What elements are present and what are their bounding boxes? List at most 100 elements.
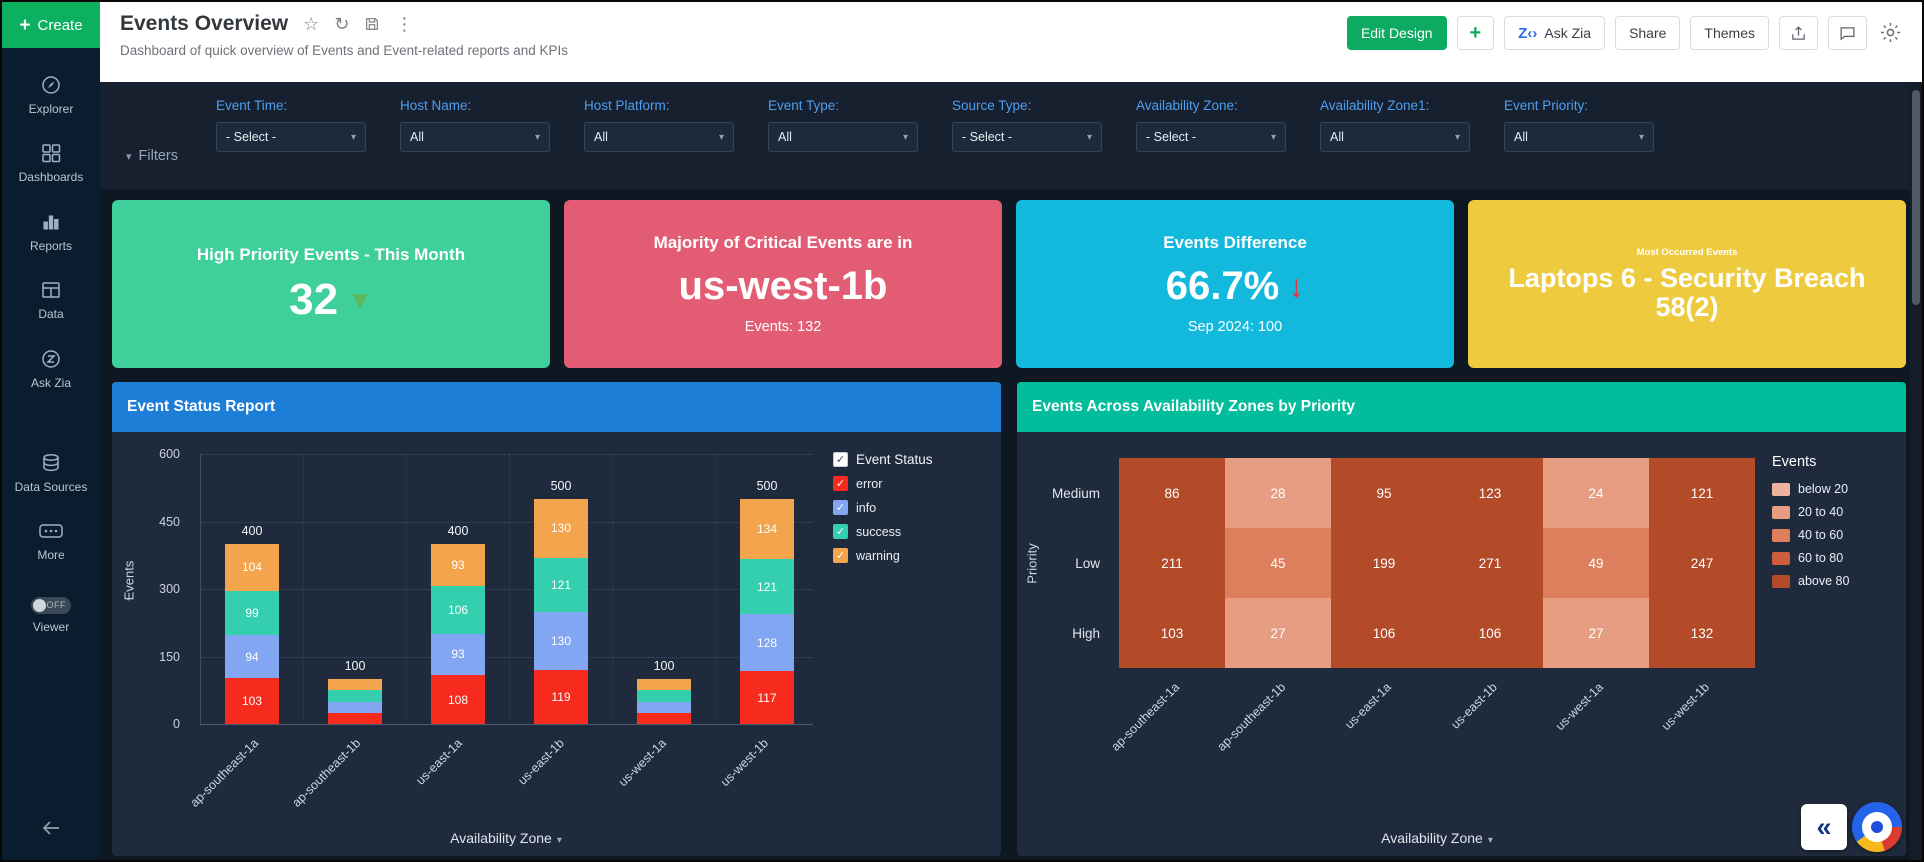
legend-item-error[interactable]: ✓ error [833, 476, 983, 491]
filter-select-host-platform[interactable]: All ▾ [584, 122, 735, 152]
bar-segment-warning[interactable]: 93 [431, 544, 485, 586]
heatmap-cell[interactable]: 106 [1437, 598, 1543, 668]
heatmap-cell[interactable]: 49 [1543, 528, 1649, 598]
bar-segment-info[interactable]: 128 [740, 613, 794, 672]
heatmap-cell[interactable]: 247 [1649, 528, 1755, 598]
bar-segment-warning[interactable]: 104 [225, 544, 279, 591]
heatmap-legend-item[interactable]: 40 to 60 [1772, 528, 1890, 542]
filter-select-source-type[interactable]: - Select - ▾ [952, 122, 1103, 152]
filter-select-availability-zone1[interactable]: All ▾ [1320, 122, 1471, 152]
sidebar-collapse-button[interactable] [40, 817, 62, 844]
bar-segment-warning[interactable] [328, 679, 382, 691]
bar-segment-success[interactable]: 99 [225, 590, 279, 636]
add-widget-button[interactable]: + [1456, 16, 1495, 50]
bar-segment-error[interactable] [637, 712, 691, 724]
stacked-bar[interactable]: 108 93 106 93 [431, 544, 485, 724]
stacked-bar[interactable]: 103 94 99 104 [225, 544, 279, 724]
sidebar-item-ask-zia[interactable]: Ask Zia [2, 348, 100, 390]
scrollbar-thumb[interactable] [1912, 90, 1920, 305]
bar-segment-success[interactable]: 106 [431, 585, 485, 634]
x-axis-title[interactable]: Availability Zone ▾ [1381, 830, 1493, 846]
heatmap-cell[interactable]: 121 [1649, 458, 1755, 528]
viewer-toggle[interactable]: OFF [31, 596, 71, 614]
heatmap-cell[interactable]: 123 [1437, 458, 1543, 528]
export-button[interactable] [1779, 16, 1818, 50]
stacked-bar[interactable]: 117 128 121 134 [740, 499, 794, 724]
bar-segment-success[interactable] [328, 690, 382, 702]
heatmap-cell[interactable]: 27 [1225, 598, 1331, 668]
stacked-bar[interactable]: 119 130 121 130 [534, 499, 588, 724]
sidebar-item-reports[interactable]: Reports [2, 211, 100, 253]
refresh-icon[interactable]: ↻ [334, 14, 350, 34]
share-button[interactable]: Share [1615, 16, 1681, 50]
legend-checkbox-success[interactable]: ✓ [833, 524, 848, 539]
bar-segment-error[interactable]: 103 [225, 677, 279, 724]
heatmap-cell[interactable]: 271 [1437, 528, 1543, 598]
bar-segment-error[interactable]: 108 [431, 675, 485, 724]
bar-segment-info[interactable]: 93 [431, 633, 485, 676]
heatmap-cell[interactable]: 86 [1119, 458, 1225, 528]
bar-segment-warning[interactable]: 130 [534, 499, 588, 558]
kpi-card-3[interactable]: Most Occurred Events Laptops 6 - Securit… [1468, 200, 1906, 368]
heatmap-cell[interactable]: 95 [1331, 458, 1437, 528]
bar-segment-success[interactable]: 121 [740, 559, 794, 614]
ask-zia-button[interactable]: Z‹› Ask Zia [1504, 16, 1606, 50]
kpi-card-2[interactable]: Events Difference 66.7% ↓ Sep 2024: 100 [1016, 200, 1454, 368]
sidebar-item-more[interactable]: More [2, 520, 100, 562]
bar-segment-success[interactable] [637, 690, 691, 702]
expand-panel-button[interactable]: « [1801, 804, 1847, 850]
sidebar-item-dashboards[interactable]: Dashboards [2, 142, 100, 184]
heatmap-legend-item[interactable]: 60 to 80 [1772, 551, 1890, 565]
stacked-bar[interactable] [637, 679, 691, 724]
heatmap-cell[interactable]: 24 [1543, 458, 1649, 528]
filter-select-host-name[interactable]: All ▾ [400, 122, 551, 152]
sidebar-item-explorer[interactable]: Explorer [2, 74, 100, 116]
heatmap-legend-item[interactable]: below 20 [1772, 482, 1890, 496]
bar-segment-info[interactable]: 94 [225, 635, 279, 678]
vertical-scrollbar[interactable] [1910, 82, 1922, 860]
edit-design-button[interactable]: Edit Design [1346, 16, 1447, 50]
heatmap-cell[interactable]: 27 [1543, 598, 1649, 668]
y-axis-title[interactable]: Events [121, 560, 137, 600]
sidebar-item-data[interactable]: Data [2, 279, 100, 321]
filter-select-event-time[interactable]: - Select - ▾ [216, 122, 367, 152]
filter-select-event-type[interactable]: All ▾ [768, 122, 919, 152]
legend-item-success[interactable]: ✓ success [833, 524, 983, 539]
stacked-bar[interactable] [328, 679, 382, 724]
sidebar-item-data-sources[interactable]: Data Sources [2, 452, 100, 494]
bar-segment-error[interactable] [328, 712, 382, 724]
bar-segment-info[interactable] [328, 701, 382, 713]
settings-gear-icon[interactable] [1877, 21, 1904, 47]
x-axis-title[interactable]: Availability Zone ▾ [450, 830, 562, 846]
legend-checkbox-info[interactable]: ✓ [833, 500, 848, 515]
heatmap-cell[interactable]: 132 [1649, 598, 1755, 668]
bar-segment-info[interactable]: 130 [534, 611, 588, 671]
y-axis-title[interactable]: Priority [1024, 542, 1040, 584]
legend-checkbox[interactable]: ✓ [833, 452, 848, 467]
heatmap-legend-item[interactable]: above 80 [1772, 574, 1890, 588]
kpi-card-0[interactable]: High Priority Events - This Month 32 ▼ [112, 200, 550, 368]
heatmap-cell[interactable]: 45 [1225, 528, 1331, 598]
bar-segment-error[interactable]: 119 [534, 670, 588, 724]
heatmap-cell[interactable]: 211 [1119, 528, 1225, 598]
save-icon[interactable] [364, 16, 380, 32]
heatmap-legend-item[interactable]: 20 to 40 [1772, 505, 1890, 519]
kpi-card-1[interactable]: Majority of Critical Events are in us-we… [564, 200, 1002, 368]
themes-button[interactable]: Themes [1690, 16, 1769, 50]
kebab-menu-icon[interactable]: ⋮ [395, 14, 414, 34]
bar-segment-warning[interactable] [637, 679, 691, 691]
bar-segment-warning[interactable]: 134 [740, 499, 794, 560]
legend-item-warning[interactable]: ✓ warning [833, 548, 983, 563]
zoho-analytics-logo[interactable] [1852, 802, 1902, 852]
filter-select-availability-zone[interactable]: - Select - ▾ [1136, 122, 1287, 152]
heatmap-cell[interactable]: 103 [1119, 598, 1225, 668]
filters-toggle[interactable]: ▾ Filters [126, 122, 178, 190]
legend-checkbox-warning[interactable]: ✓ [833, 548, 848, 563]
bar-segment-info[interactable] [637, 701, 691, 713]
favorite-star-icon[interactable]: ☆ [303, 14, 320, 34]
heatmap-cell[interactable]: 199 [1331, 528, 1437, 598]
legend-item-info[interactable]: ✓ info [833, 500, 983, 515]
create-button[interactable]: + Create [2, 2, 100, 48]
bar-segment-error[interactable]: 117 [740, 671, 794, 724]
heatmap-cell[interactable]: 28 [1225, 458, 1331, 528]
